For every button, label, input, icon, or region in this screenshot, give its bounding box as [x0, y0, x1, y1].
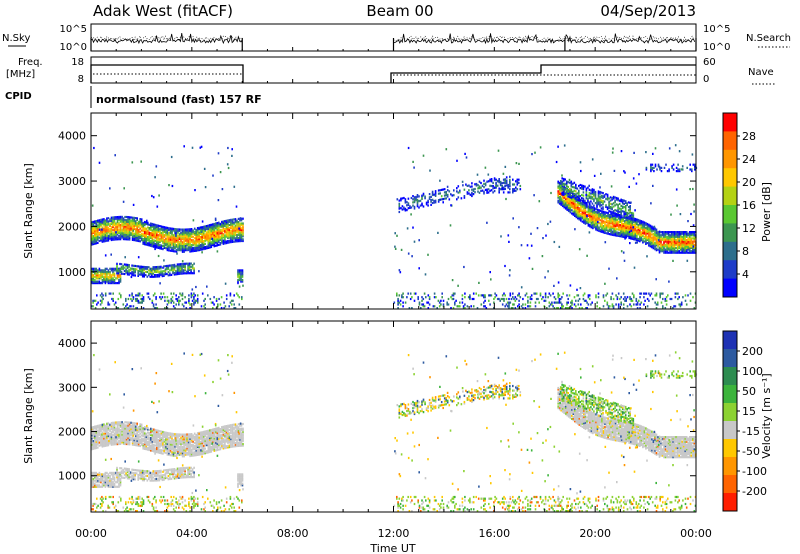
x-axis: 00:00 04:00 08:00 12:00 16:00 20:00 00:00 [75, 527, 712, 540]
freq-line-a [90, 64, 244, 83]
x-tick-1: 04:00 [176, 527, 208, 540]
x-axis-label: Time UT [369, 542, 415, 554]
velocity-ytick-2000: 2000 [58, 426, 86, 439]
freq-tick-bottom: 8 [78, 74, 84, 85]
velocity-colorbar-tick-5: -50 [742, 445, 760, 458]
freq-line-b [390, 64, 696, 83]
velocity-colorbar-segment [723, 385, 737, 404]
cpid-text: normalsound (fast) 157 RF [96, 93, 262, 106]
power-colorbar-segment [723, 168, 737, 188]
noise-trace [90, 33, 697, 83]
velocity-colorbar-segment [723, 331, 737, 350]
freq-panel: Freq. [MHz] 18 8 60 0 Nave [6, 56, 775, 85]
velocity-colorbar-tick-7: -200 [742, 485, 767, 498]
nsearch-label: N.Search [746, 33, 791, 44]
power-colorbar-segment [723, 186, 737, 206]
power-colorbar-segment [723, 260, 737, 280]
noise-panel: N.Sky 10^5 10^0 10^5 10^0 N.Search [2, 23, 791, 83]
velocity-colorbar-tick-4: -15 [742, 425, 760, 438]
power-panel: 1000 2000 3000 4000 Slant Range [km] [22, 112, 698, 310]
velocity-colorbar-segment [723, 439, 737, 458]
power-colorbar: 4 8 12 16 20 24 28 [722, 112, 756, 298]
power-ytick-3000: 3000 [58, 175, 86, 188]
velocity-colorbar-tick-3: 15 [742, 405, 756, 418]
power-colorbar-tick-0: 4 [742, 268, 749, 281]
velocity-colorbar-segment [723, 457, 737, 476]
velocity-ytick-1000: 1000 [58, 470, 86, 483]
velocity-colorbar-segment [723, 493, 737, 512]
nsky-tick-top: 10^5 [60, 24, 87, 35]
nsky-label: N.Sky [2, 33, 30, 44]
power-ytick-4000: 4000 [58, 130, 86, 143]
x-tick-2: 08:00 [277, 527, 309, 540]
power-scatter [91, 144, 698, 310]
velocity-ytick-4000: 4000 [58, 337, 86, 350]
velocity-colorbar-tick-2: 50 [742, 385, 756, 398]
velocity-panel: 1000 2000 3000 4000 Slant Range [km] [22, 320, 698, 513]
power-colorbar-tick-6: 28 [742, 130, 756, 143]
nsky-tick-bottom: 10^0 [60, 42, 87, 53]
power-colorbar-segment [723, 223, 737, 243]
velocity-colorbar-tick-6: -100 [742, 465, 767, 478]
velocity-colorbar-segment [723, 367, 737, 386]
cpid-label: CPID [5, 91, 32, 102]
x-tick-5: 20:00 [579, 527, 611, 540]
velocity-scatter [91, 351, 698, 513]
power-ytick-1000: 1000 [58, 266, 86, 279]
power-colorbar-segment [723, 241, 737, 261]
velocity-colorbar-segment [723, 349, 737, 368]
x-tick-4: 16:00 [478, 527, 510, 540]
nave-label: Nave [748, 67, 774, 78]
velocity-colorbar-tick-1: 100 [742, 365, 763, 378]
power-ylabel: Slant Range [km] [22, 163, 35, 259]
nave-tick-top: 60 [703, 57, 716, 68]
beam-label: Beam 00 [366, 2, 433, 20]
velocity-ylabel: Slant Range [km] [22, 368, 35, 464]
x-tick-0: 00:00 [75, 527, 107, 540]
velocity-colorbar-segment [723, 403, 737, 422]
station-title: Adak West (fitACF) [93, 2, 233, 20]
velocity-colorbar-segment [723, 475, 737, 494]
velocity-colorbar-tick-0: 200 [742, 345, 763, 358]
power-ytick-2000: 2000 [58, 220, 86, 233]
power-colorbar-label: Power [dB] [760, 182, 773, 242]
nave-tick-bottom: 0 [703, 74, 709, 85]
power-axes: 1000 2000 3000 4000 [58, 113, 697, 309]
power-colorbar-segment [723, 205, 737, 224]
power-colorbar-tick-4: 20 [742, 176, 756, 189]
velocity-colorbar: 200 100 50 15 -15 -50 -100 -200 [722, 330, 767, 512]
power-colorbar-tick-1: 8 [742, 245, 749, 258]
power-colorbar-tick-3: 16 [742, 199, 756, 212]
power-colorbar-tick-2: 12 [742, 222, 756, 235]
date-label: 04/Sep/2013 [600, 2, 696, 20]
power-colorbar-segment [723, 113, 737, 132]
x-tick-6: 00:00 [680, 527, 712, 540]
freq-label-1: Freq. [18, 57, 43, 68]
power-colorbar-tick-5: 24 [742, 153, 756, 166]
nsearch-tick-top: 10^5 [703, 24, 730, 35]
power-colorbar-segment [723, 278, 737, 298]
velocity-ytick-3000: 3000 [58, 381, 86, 394]
velocity-colorbar-label: Velocity [m s⁻¹] [760, 373, 773, 458]
power-colorbar-segment [723, 149, 737, 169]
velocity-colorbar-segment [723, 421, 737, 440]
x-tick-3: 12:00 [378, 527, 410, 540]
power-colorbar-segment [723, 131, 737, 151]
freq-label-2: [MHz] [6, 69, 35, 80]
nsearch-tick-bottom: 10^0 [703, 42, 730, 53]
freq-tick-top: 18 [71, 57, 84, 68]
velocity-axes: 1000 2000 3000 4000 [58, 321, 697, 512]
